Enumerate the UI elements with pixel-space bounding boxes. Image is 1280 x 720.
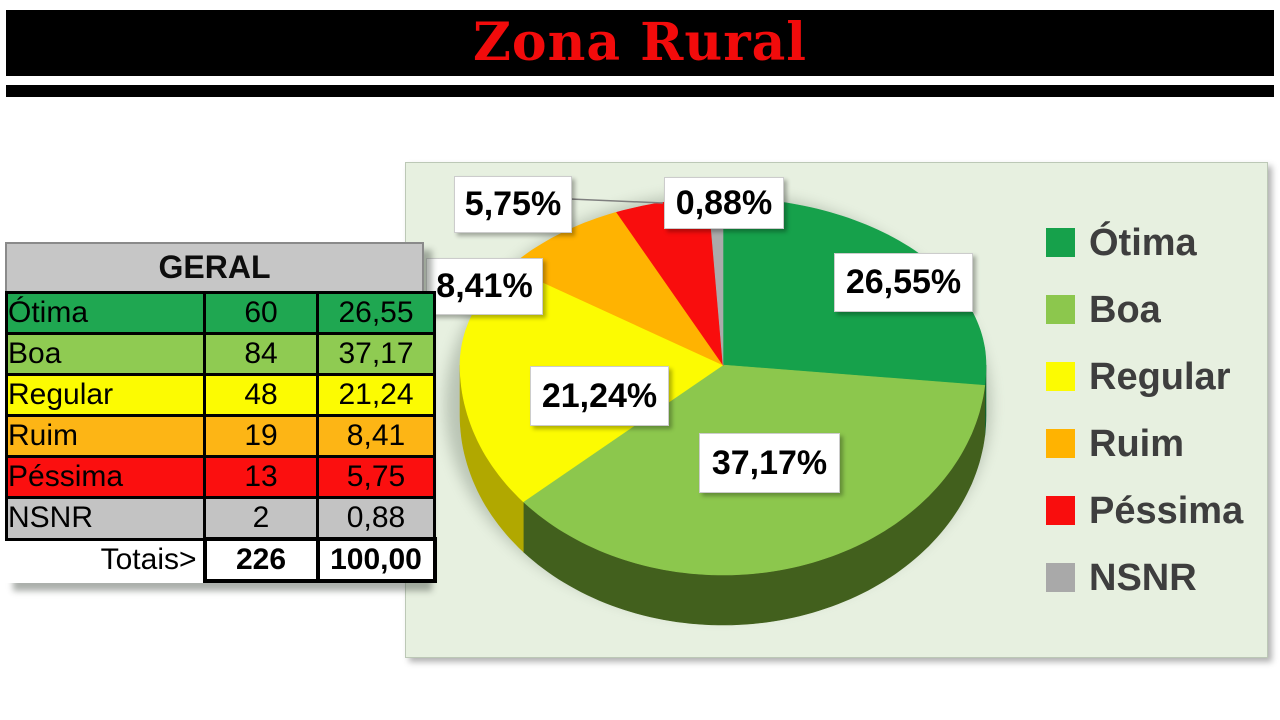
table-row-nsnr: NSNR 2 0,88 bbox=[5, 496, 436, 541]
legend-item-ruim: Ruim bbox=[1046, 410, 1243, 477]
legend-label: Boa bbox=[1089, 288, 1161, 331]
legend-item-regular: Regular bbox=[1046, 343, 1243, 410]
table-row-otima: Ótima 60 26,55 bbox=[5, 291, 436, 335]
legend-label: Péssima bbox=[1089, 489, 1244, 532]
totals-count: 226 bbox=[202, 537, 320, 583]
legend-item-boa: Boa bbox=[1046, 276, 1243, 343]
legend-swatch-nsnr bbox=[1046, 563, 1075, 592]
row-label: Regular bbox=[5, 373, 206, 417]
table-row-ruim: Ruim 19 8,41 bbox=[5, 414, 436, 458]
legend-swatch-boa bbox=[1046, 295, 1075, 324]
row-count: 60 bbox=[203, 291, 319, 335]
pie-data-label-pessima: 5,75% bbox=[454, 176, 572, 233]
row-percent: 26,55 bbox=[316, 291, 436, 335]
pie-data-label-nsnr: 0,88% bbox=[664, 177, 784, 229]
row-count: 2 bbox=[203, 496, 319, 541]
row-label: Ruim bbox=[5, 414, 206, 458]
totals-label: Totais> bbox=[6, 537, 206, 581]
row-percent: 5,75 bbox=[316, 455, 436, 499]
legend-label: Ruim bbox=[1089, 422, 1184, 465]
row-percent: 8,41 bbox=[316, 414, 436, 458]
table-row-pessima: Péssima 13 5,75 bbox=[5, 455, 436, 499]
table-row-boa: Boa 84 37,17 bbox=[5, 332, 436, 376]
legend-swatch-ruim bbox=[1046, 429, 1075, 458]
pie-data-label-otima: 26,55% bbox=[834, 253, 973, 312]
geral-table: GERAL Ótima 60 26,55 Boa 84 37,17 Regula… bbox=[5, 242, 437, 583]
legend-label: NSNR bbox=[1089, 556, 1197, 599]
row-percent: 37,17 bbox=[316, 332, 436, 376]
row-count: 84 bbox=[203, 332, 319, 376]
page-title: Zona Rural bbox=[472, 12, 808, 73]
table-row-totals: Totais> 226 100,00 bbox=[6, 537, 437, 583]
row-label: NSNR bbox=[5, 496, 206, 541]
legend-item-pessima: Péssima bbox=[1046, 477, 1243, 544]
legend-item-nsnr: NSNR bbox=[1046, 544, 1243, 611]
row-count: 19 bbox=[203, 414, 319, 458]
row-percent: 0,88 bbox=[316, 496, 436, 541]
chart-legend: Ótima Boa Regular Ruim Péssima NSNR bbox=[1046, 209, 1243, 611]
legend-label: Ótima bbox=[1089, 221, 1197, 264]
table-row-regular: Regular 48 21,24 bbox=[5, 373, 436, 417]
table-header: GERAL bbox=[5, 242, 424, 291]
row-label: Boa bbox=[5, 332, 206, 376]
legend-label: Regular bbox=[1089, 355, 1231, 398]
legend-swatch-otima bbox=[1046, 228, 1075, 257]
pie-slice-Ruim bbox=[509, 211, 724, 366]
row-percent: 21,24 bbox=[316, 373, 436, 417]
title-underline-bar bbox=[6, 85, 1274, 97]
legend-swatch-regular bbox=[1046, 362, 1075, 391]
row-count: 48 bbox=[203, 373, 319, 417]
legend-swatch-pessima bbox=[1046, 496, 1075, 525]
row-label: Ótima bbox=[5, 291, 206, 335]
pie-data-label-regular: 21,24% bbox=[530, 366, 669, 426]
title-bar: Zona Rural bbox=[6, 10, 1274, 76]
pie-chart-panel: 26,55% 37,17% 21,24% 8,41% 5,75% 0,88% Ó… bbox=[405, 162, 1268, 658]
totals-percent: 100,00 bbox=[315, 537, 437, 583]
pie-data-label-boa: 37,17% bbox=[699, 433, 840, 493]
row-count: 13 bbox=[203, 455, 319, 499]
row-label: Péssima bbox=[5, 455, 206, 499]
legend-item-otima: Ótima bbox=[1046, 209, 1243, 276]
pie-data-label-ruim: 8,41% bbox=[426, 258, 543, 315]
